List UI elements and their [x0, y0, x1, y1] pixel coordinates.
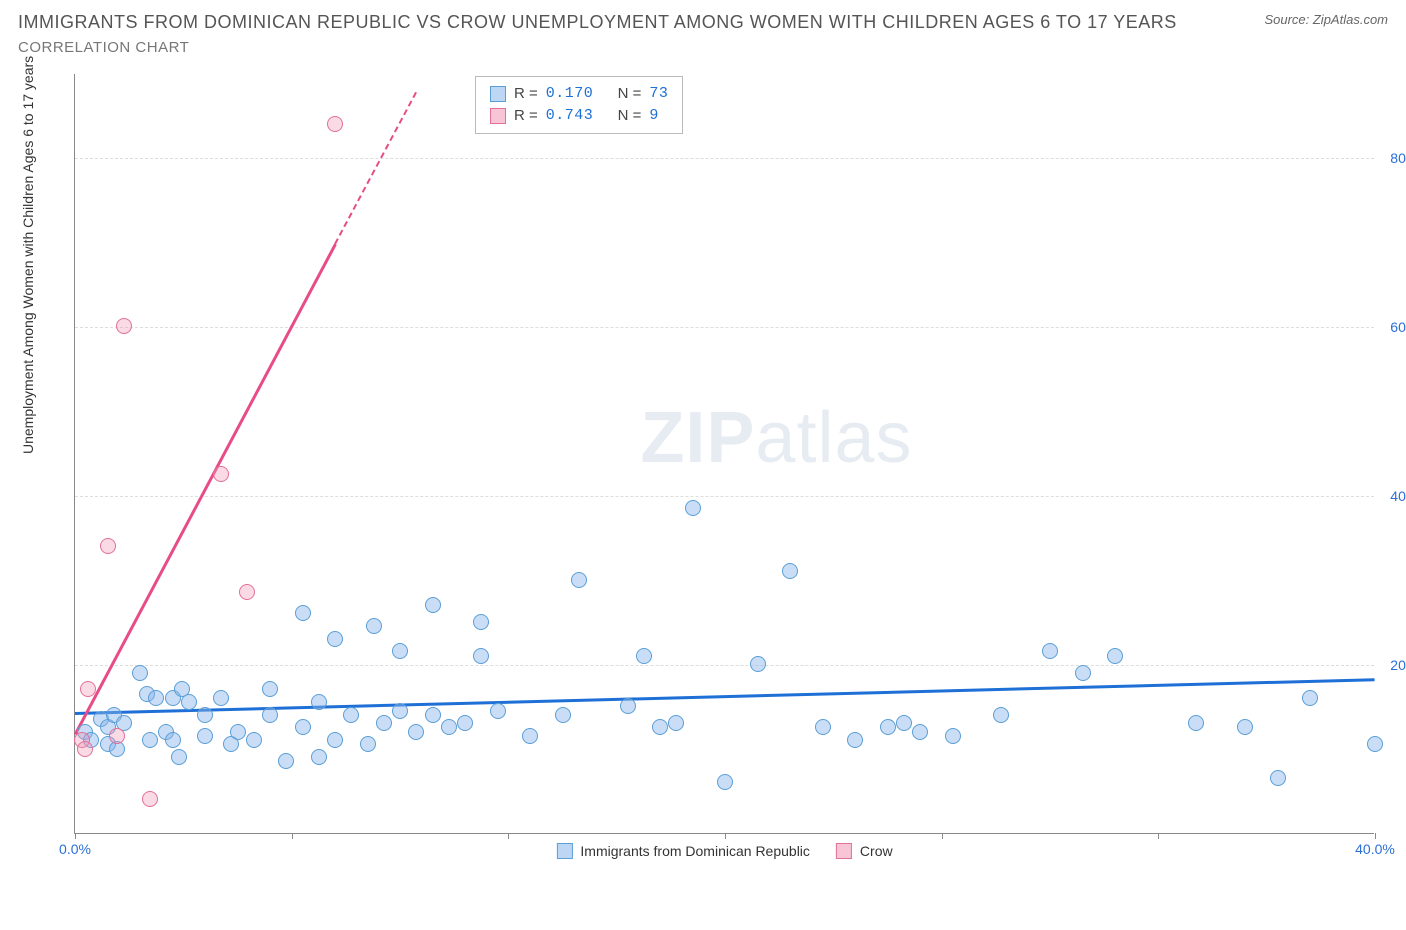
page-subtitle: CORRELATION CHART — [18, 39, 1388, 56]
data-point — [360, 736, 376, 752]
data-point — [473, 648, 489, 664]
x-tick-label: 40.0% — [1355, 841, 1395, 857]
data-point — [262, 707, 278, 723]
data-point — [142, 791, 158, 807]
data-point — [181, 694, 197, 710]
y-tick-label: 40.0% — [1380, 488, 1406, 504]
legend-swatch-pink — [490, 108, 506, 124]
data-point — [668, 715, 684, 731]
data-point — [1107, 648, 1123, 664]
stats-legend: R = 0.170 N = 73 R = 0.743 N = 9 — [475, 76, 683, 134]
data-point — [522, 728, 538, 744]
stats-legend-row: R = 0.743 N = 9 — [490, 105, 668, 127]
data-point — [165, 732, 181, 748]
trend-line — [74, 244, 336, 735]
data-point — [1237, 719, 1253, 735]
x-tick-label: 0.0% — [59, 841, 91, 857]
data-point — [213, 690, 229, 706]
data-point — [311, 749, 327, 765]
data-point — [327, 732, 343, 748]
series-legend-item: Crow — [836, 843, 893, 859]
data-point — [343, 707, 359, 723]
data-point — [441, 719, 457, 735]
data-point — [555, 707, 571, 723]
data-point — [1270, 770, 1286, 786]
data-point — [197, 707, 213, 723]
data-point — [327, 631, 343, 647]
data-point — [457, 715, 473, 731]
data-point — [392, 643, 408, 659]
data-point — [685, 500, 701, 516]
data-point — [912, 724, 928, 740]
data-point — [782, 563, 798, 579]
stats-legend-row: R = 0.170 N = 73 — [490, 83, 668, 105]
data-point — [620, 698, 636, 714]
data-point — [1042, 643, 1058, 659]
y-tick-label: 20.0% — [1380, 657, 1406, 673]
series-legend: Immigrants from Dominican Republic Crow — [556, 843, 892, 859]
data-point — [490, 703, 506, 719]
data-point — [295, 719, 311, 735]
y-axis-label: Unemployment Among Women with Children A… — [20, 56, 36, 454]
data-point — [116, 318, 132, 334]
data-point — [945, 728, 961, 744]
data-point — [142, 732, 158, 748]
data-point — [1302, 690, 1318, 706]
source-credit: Source: ZipAtlas.com — [1264, 12, 1388, 27]
data-point — [197, 728, 213, 744]
data-point — [80, 681, 96, 697]
data-point — [366, 618, 382, 634]
data-point — [132, 665, 148, 681]
y-tick-label: 60.0% — [1380, 319, 1406, 335]
y-tick-label: 80.0% — [1380, 150, 1406, 166]
data-point — [571, 572, 587, 588]
plot-area: ZIPatlas R = 0.170 N = 73 R = 0.743 N = … — [74, 74, 1374, 834]
data-point — [425, 707, 441, 723]
data-point — [230, 724, 246, 740]
trend-line — [334, 91, 417, 244]
data-point — [993, 707, 1009, 723]
page-title: IMMIGRANTS FROM DOMINICAN REPUBLIC VS CR… — [18, 12, 1177, 33]
data-point — [246, 732, 262, 748]
data-point — [815, 719, 831, 735]
data-point — [239, 584, 255, 600]
data-point — [652, 719, 668, 735]
data-point — [880, 719, 896, 735]
data-point — [896, 715, 912, 731]
data-point — [148, 690, 164, 706]
data-point — [425, 597, 441, 613]
data-point — [278, 753, 294, 769]
data-point — [717, 774, 733, 790]
watermark: ZIPatlas — [640, 397, 912, 479]
data-point — [213, 466, 229, 482]
legend-swatch-pink — [836, 843, 852, 859]
series-legend-item: Immigrants from Dominican Republic — [556, 843, 810, 859]
data-point — [1075, 665, 1091, 681]
data-point — [311, 694, 327, 710]
data-point — [327, 116, 343, 132]
data-point — [262, 681, 278, 697]
data-point — [408, 724, 424, 740]
data-point — [376, 715, 392, 731]
data-point — [109, 728, 125, 744]
data-point — [392, 703, 408, 719]
data-point — [77, 741, 93, 757]
data-point — [1188, 715, 1204, 731]
data-point — [1367, 736, 1383, 752]
legend-swatch-blue — [556, 843, 572, 859]
data-point — [473, 614, 489, 630]
data-point — [100, 538, 116, 554]
data-point — [636, 648, 652, 664]
data-point — [171, 749, 187, 765]
data-point — [750, 656, 766, 672]
correlation-chart: Unemployment Among Women with Children A… — [18, 74, 1388, 894]
data-point — [295, 605, 311, 621]
data-point — [847, 732, 863, 748]
legend-swatch-blue — [490, 86, 506, 102]
